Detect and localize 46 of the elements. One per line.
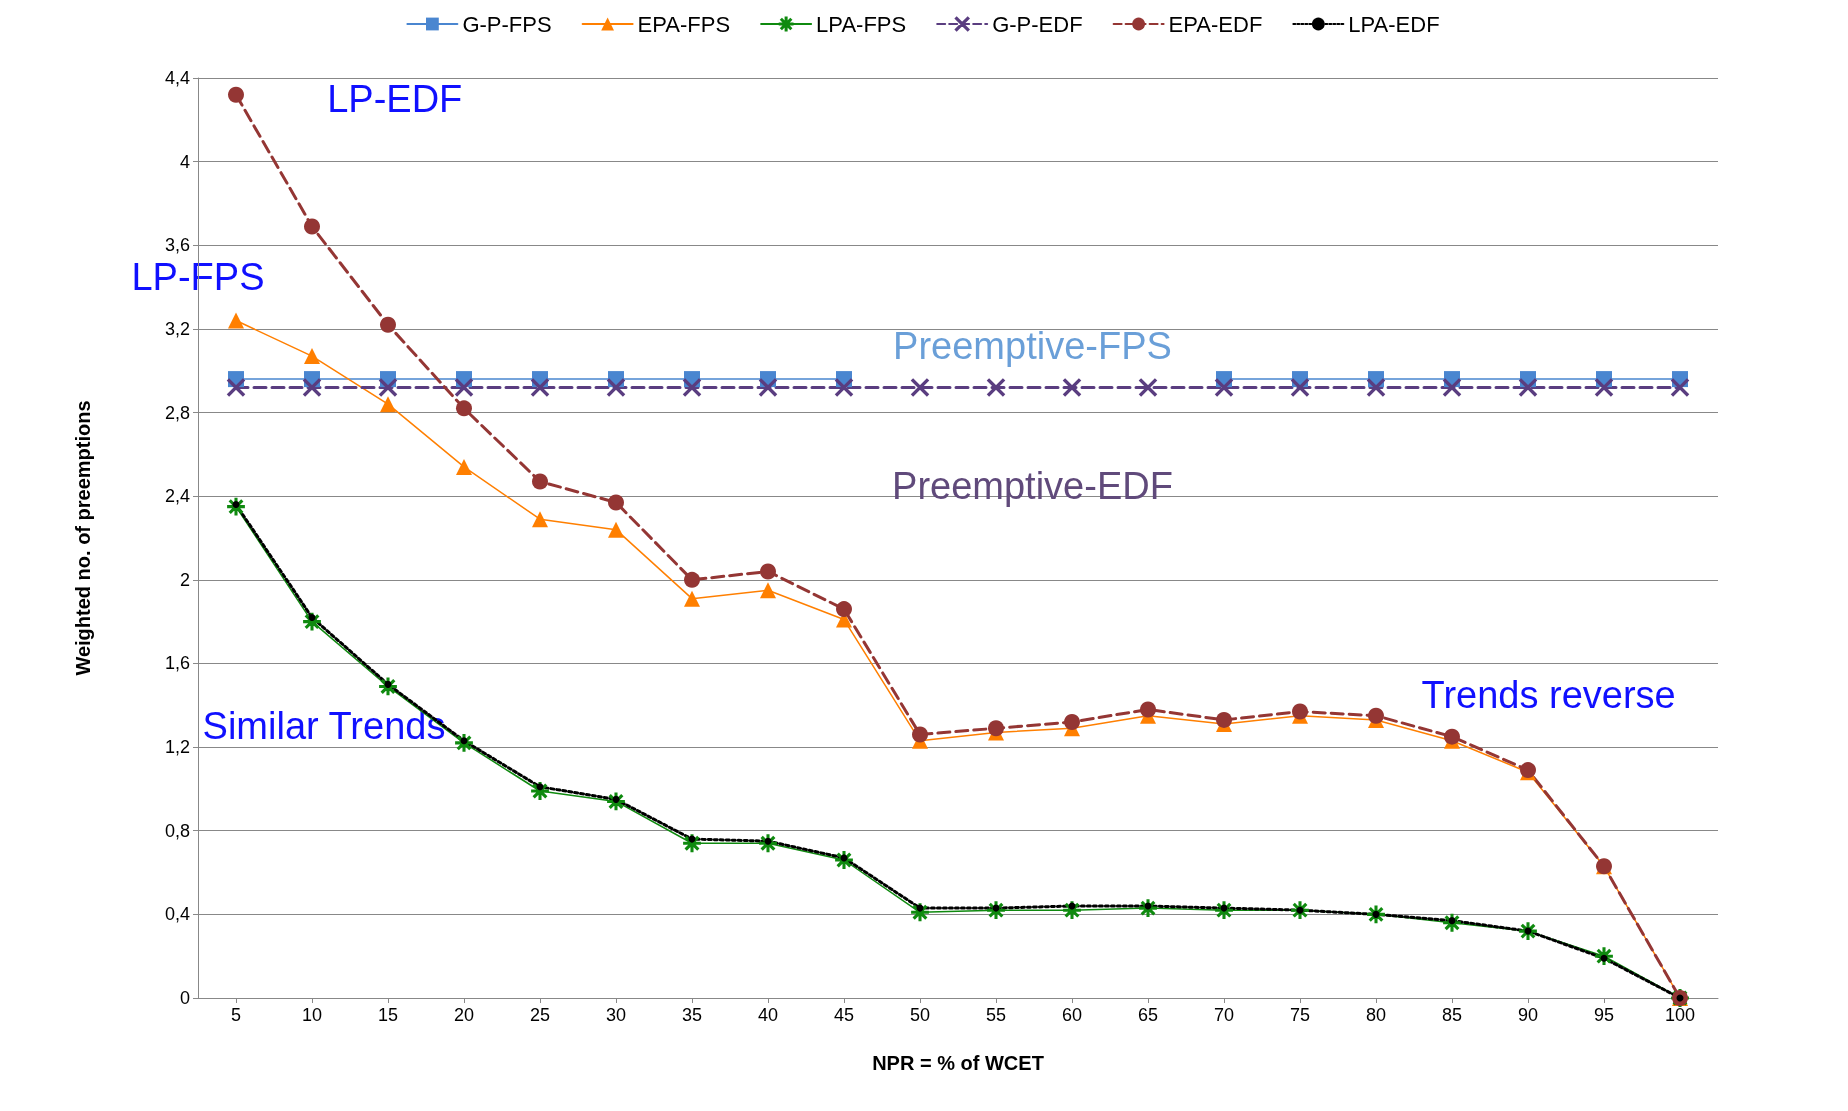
y-tick-label: 2,8 [164,402,190,423]
legend-label: G-P-FPS [462,11,552,37]
y-tick-label: 3,2 [164,318,190,339]
y-tick-label: 3,6 [164,235,190,256]
x-tick-label: 100 [1664,1005,1696,1025]
annotation: LP-FPS [131,255,265,298]
x-tick-label: 95 [1593,1005,1615,1025]
x-tick-label: 35 [681,1005,703,1025]
x-tick-label: 70 [1213,1005,1235,1025]
x-tick-label: 15 [377,1005,399,1025]
y-tick-label: 2,4 [164,486,190,507]
x-tick-label: 45 [833,1005,855,1025]
annotation: Trends reverse [1421,673,1676,716]
y-tick-label: 0,4 [164,904,190,925]
x-tick-label: 75 [1289,1005,1311,1025]
annotation: Similar Trends [202,705,446,748]
y-tick-label: 1,2 [164,737,190,758]
x-tick-label: 5 [230,1005,242,1025]
x-tick-label: 60 [1061,1005,1083,1025]
annotation: Preemptive-FPS [893,324,1172,367]
legend-label: EPA-EDF [1168,11,1263,37]
x-tick-label: 90 [1517,1005,1539,1025]
x-tick-label: 80 [1365,1005,1387,1025]
y-tick-label: 2 [179,569,190,590]
annotation: Preemptive-EDF [892,464,1173,507]
x-tick-label: 20 [453,1005,475,1025]
legend-label: G-P-EDF [992,11,1083,37]
y-tick-label: 4,4 [164,68,190,88]
legend-label: LPA-EDF [1348,11,1440,37]
legend-label: LPA-FPS [816,11,907,37]
x-tick-label: 30 [605,1005,627,1025]
y-tick-label: 4 [179,151,190,172]
x-tick-label: 85 [1441,1005,1463,1025]
x-tick-label: 25 [529,1005,551,1025]
annotation: LP-EDF [327,77,463,120]
x-tick-label: 50 [909,1005,931,1025]
y-tick-label: 0,8 [164,820,190,841]
x-tick-label: 55 [985,1005,1007,1025]
y-axis-title: Weighted no. of preemptions [72,400,94,676]
legend-label: EPA-FPS [637,11,731,37]
x-tick-label: 40 [757,1005,779,1025]
y-tick-label: 0 [179,988,190,1008]
x-tick-label: 65 [1137,1005,1159,1025]
x-axis-title: NPR = % of WCET [872,1052,1044,1074]
y-tick-label: 1,6 [164,653,190,674]
x-tick-label: 10 [301,1005,323,1025]
